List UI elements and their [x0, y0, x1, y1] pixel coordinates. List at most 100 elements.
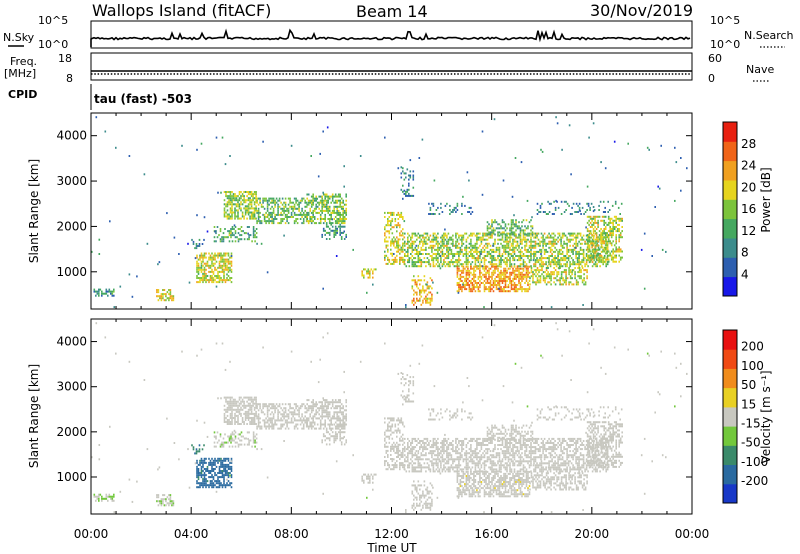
- echo-cell: [546, 236, 549, 239]
- echo-cell: [541, 273, 543, 276]
- echo-cell: [558, 267, 560, 270]
- echo-cell: [208, 484, 210, 487]
- echo-cell: [441, 240, 444, 243]
- echo-cell: [443, 253, 445, 255]
- echo-cell: [552, 240, 555, 243]
- echo-cell: [200, 256, 203, 259]
- echo-cell: [417, 261, 420, 264]
- echo-cell: [324, 401, 326, 404]
- echo-cell: [229, 191, 232, 193]
- echo-cell: [385, 236, 388, 239]
- echo-cell: [226, 209, 229, 212]
- echo-cell: [390, 224, 392, 227]
- echo-cell: [339, 199, 341, 202]
- echo-cell: [328, 205, 331, 208]
- echo-cell: [283, 407, 285, 410]
- echo-cell: [598, 204, 600, 207]
- echo-cell: [321, 218, 323, 220]
- echo-cell: [394, 238, 397, 241]
- echo-cell: [592, 236, 595, 239]
- echo-cell: [227, 270, 230, 273]
- echo-cell: [504, 244, 507, 247]
- echo-cell: [561, 257, 564, 260]
- echo-cell: [287, 216, 290, 218]
- echo-cell: [156, 289, 158, 291]
- echo-cell: [450, 236, 453, 239]
- echo-cell: [286, 207, 288, 210]
- echo-cell: [521, 246, 523, 249]
- echo-cell: [545, 263, 547, 266]
- echo-cell: [243, 238, 246, 241]
- echo-cell: [331, 415, 334, 418]
- echo-cell: [208, 266, 210, 269]
- echo-cell: [322, 191, 324, 194]
- echo-cell: [456, 273, 459, 276]
- echo-cell: [283, 417, 285, 420]
- echo-cell: [219, 435, 222, 438]
- echo-cell: [575, 281, 578, 284]
- echo-cell: [195, 450, 198, 453]
- echo-cell: [215, 240, 217, 243]
- echo-cell: [604, 221, 607, 224]
- echo-cell: [218, 277, 221, 279]
- echo-cell: [396, 244, 398, 247]
- echo-cell: [225, 205, 227, 208]
- echo-cell: [416, 248, 418, 251]
- echo-cell: [455, 244, 457, 247]
- nsky-frame: [90, 20, 693, 49]
- echo-cell: [316, 218, 319, 220]
- echo-cell: [417, 275, 420, 278]
- echo-cell: [524, 282, 526, 284]
- echo-cell: [293, 222, 296, 225]
- echo-cell: [491, 273, 493, 276]
- echo-cell: [527, 267, 529, 270]
- echo-cell: [455, 261, 457, 264]
- echo-cell: [324, 220, 326, 223]
- echo-cell: [231, 431, 234, 434]
- echo-cell: [533, 232, 535, 235]
- echo-cell: [509, 227, 511, 230]
- echo-cell: [274, 205, 276, 208]
- echo-cell: [591, 258, 593, 261]
- echo-cell: [489, 248, 492, 251]
- echo-cell: [530, 269, 533, 272]
- echo-cell: [234, 211, 236, 214]
- echo-cell: [432, 246, 435, 249]
- echo-cell: [429, 291, 432, 294]
- echo-cell: [250, 217, 253, 220]
- echo-cell: [500, 227, 502, 230]
- echo-cell: [614, 200, 617, 203]
- echo-cell: [160, 293, 163, 296]
- echo-cell: [552, 232, 555, 235]
- echo-cell: [555, 242, 558, 245]
- echo-cell: [369, 274, 371, 277]
- echo-cell: [563, 242, 565, 245]
- echo-cell: [581, 242, 583, 245]
- echo-cell: [227, 435, 229, 438]
- echo-cell: [296, 203, 299, 206]
- echo-cell: [416, 265, 418, 268]
- echo-cell: [312, 419, 314, 422]
- echo-cell: [226, 252, 228, 255]
- echo-cell: [592, 244, 595, 247]
- echo-cell: [229, 396, 232, 399]
- echo-cell: [422, 248, 424, 251]
- echo-cell: [554, 206, 557, 209]
- nsky-trace: [90, 28, 691, 47]
- echo-cell: [98, 238, 101, 241]
- echo-cell: [229, 217, 232, 220]
- echo-cell: [252, 234, 255, 237]
- echo-cell: [408, 240, 411, 243]
- echo-cell: [231, 226, 234, 228]
- echo-cell: [265, 417, 267, 420]
- echo-cell: [229, 215, 232, 218]
- echo-cell: [480, 261, 483, 264]
- echo-cell: [295, 197, 297, 200]
- echo-cell: [227, 254, 230, 257]
- echo-cell: [199, 486, 201, 489]
- echo-cell: [249, 207, 251, 210]
- echo-cell: [507, 242, 510, 245]
- echo-cell: [284, 419, 287, 422]
- echo-cell: [168, 504, 170, 507]
- echo-cell: [372, 270, 374, 273]
